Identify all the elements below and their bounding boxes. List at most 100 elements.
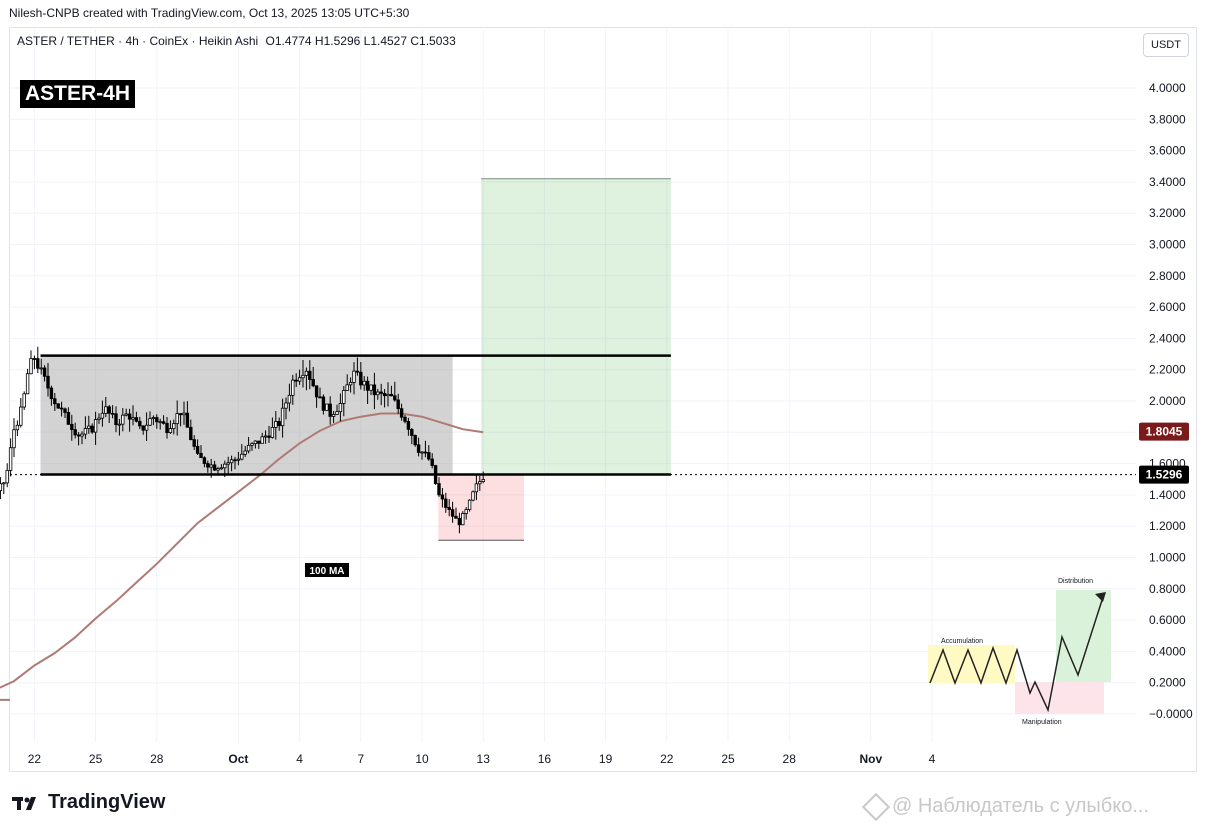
- x-tick-label: 7: [357, 752, 364, 766]
- candle-body: [420, 451, 424, 454]
- candle-body: [355, 370, 360, 373]
- candle-body: [87, 425, 91, 429]
- candle-body: [454, 515, 458, 519]
- candle-body: [447, 507, 451, 510]
- candle-body: [365, 380, 370, 391]
- candle-body: [393, 395, 397, 401]
- candle-body: [90, 425, 94, 433]
- amd-schematic: Accumulation Manipulation Distribution: [928, 578, 1111, 726]
- time-axis: 131619222528Oct4710131619222528Nov4: [28, 752, 936, 766]
- candle-body: [416, 444, 421, 453]
- x-tick-label: 4: [929, 752, 936, 766]
- candle-body: [155, 417, 159, 423]
- candle-body: [124, 413, 128, 416]
- candle-body: [444, 498, 448, 508]
- y-tick-label: 0.6000: [1149, 613, 1186, 627]
- candle-body: [270, 427, 275, 438]
- watermark-icon: [861, 792, 891, 821]
- x-tick-label: 4: [296, 752, 303, 766]
- candle-body: [161, 421, 166, 424]
- candle-body: [168, 428, 173, 434]
- price-axis: −0.0000 0.2000 0.4000 0.6000 0.8000 1.0000 1.2…: [1139, 81, 1193, 721]
- candle-body: [427, 452, 431, 460]
- candle-body: [151, 417, 156, 420]
- candle-body: [369, 384, 373, 391]
- candle-body: [253, 440, 258, 444]
- candle-body: [304, 370, 309, 376]
- candle-body: [15, 424, 20, 431]
- candle-body: [467, 499, 472, 510]
- candle-body: [325, 403, 329, 411]
- candle-body: [437, 483, 441, 496]
- ohlc-high: H1.5296: [314, 34, 361, 48]
- amd-path: [929, 593, 1105, 713]
- candle-body: [229, 459, 234, 464]
- tradingview-logo[interactable]: TradingView: [12, 791, 165, 814]
- tradingview-logo-text: TradingView: [48, 791, 166, 813]
- candle-body: [318, 396, 322, 399]
- watermark-text: @ Наблюдатель с улыбко...: [892, 795, 1149, 817]
- candle-body: [0, 483, 3, 491]
- candle-body: [399, 408, 404, 418]
- candle-body: [246, 444, 251, 452]
- candle-body: [297, 377, 302, 382]
- candle-body: [182, 412, 186, 416]
- manipulation-label: Manipulation: [1022, 719, 1062, 726]
- candle-body: [233, 459, 237, 462]
- candle-body: [379, 391, 383, 394]
- candle-body: [76, 434, 81, 437]
- manipulation-box: [1015, 682, 1104, 714]
- candle-body: [240, 453, 244, 460]
- candle-body: [274, 421, 278, 428]
- y-tick-label: 3.0000: [1149, 238, 1186, 252]
- candle-body: [121, 414, 125, 425]
- candle-body: [471, 491, 475, 501]
- watermark: @ Наблюдатель с улыбко...: [861, 792, 1149, 821]
- candle-body: [474, 483, 479, 493]
- candle-body: [110, 412, 115, 415]
- candle-body: [291, 379, 295, 396]
- candle-body: [338, 403, 343, 413]
- price-label-ma: 1.8045: [1146, 425, 1183, 439]
- candle-body: [478, 481, 482, 485]
- y-tick-label: 3.8000: [1149, 112, 1186, 126]
- candle-body: [73, 429, 77, 436]
- candle-body: [185, 412, 190, 428]
- candle-body: [165, 422, 169, 434]
- chart-title-badge: ASTER-4H: [20, 80, 136, 108]
- price-label-last: 1.5296: [1146, 468, 1183, 482]
- candle-body: [294, 379, 298, 382]
- candle-body: [348, 381, 353, 386]
- candle-body: [372, 384, 377, 396]
- y-tick-label: 1.2000: [1149, 519, 1186, 533]
- candle-body: [158, 421, 162, 424]
- y-tick-label: 0.2000: [1149, 676, 1186, 690]
- candle-body: [301, 374, 305, 379]
- candle-body: [219, 467, 224, 470]
- price-label-bg-last: [1139, 465, 1189, 484]
- candle-body: [195, 445, 200, 454]
- candle-body: [12, 429, 16, 449]
- y-tick-label: 3.2000: [1149, 206, 1186, 220]
- candle-body: [457, 517, 462, 526]
- candle-body: [8, 447, 13, 471]
- moving-average-layer: 100 MA: [0, 412, 484, 701]
- candle-body: [70, 423, 74, 431]
- x-tick-label: 28: [150, 752, 164, 766]
- x-tick-label: Nov: [859, 752, 882, 766]
- y-tick-label: 3.4000: [1149, 175, 1186, 189]
- x-tick-label: 22: [28, 752, 42, 766]
- candle-body: [138, 420, 142, 427]
- y-tick-label: 2.4000: [1149, 331, 1186, 345]
- candle-body: [277, 421, 281, 427]
- ohlc-close: C1.5033: [410, 34, 456, 48]
- price-label-bg-ma: [1139, 422, 1189, 441]
- amd-arrow-head: [1095, 592, 1106, 602]
- candle-body: [144, 424, 149, 431]
- candle-body: [80, 433, 84, 437]
- candle-body: [83, 428, 88, 435]
- candle-body: [287, 394, 292, 404]
- currency-button[interactable]: USDT: [1143, 33, 1189, 57]
- candle-body: [352, 370, 356, 383]
